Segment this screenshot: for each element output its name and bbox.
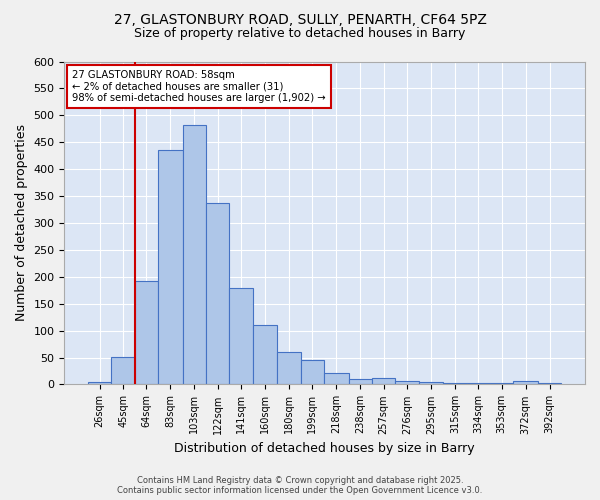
- Bar: [324, 372, 349, 384]
- Bar: [158, 150, 183, 384]
- Bar: [135, 281, 158, 384]
- Bar: [443, 383, 467, 384]
- Bar: [253, 325, 277, 384]
- Bar: [301, 360, 324, 384]
- Text: Size of property relative to detached houses in Barry: Size of property relative to detached ho…: [134, 28, 466, 40]
- Bar: [349, 378, 372, 384]
- Bar: [514, 381, 538, 384]
- Bar: [183, 125, 206, 384]
- Text: Contains HM Land Registry data © Crown copyright and database right 2025.
Contai: Contains HM Land Registry data © Crown c…: [118, 476, 482, 495]
- Bar: [372, 378, 395, 384]
- Bar: [277, 352, 301, 384]
- Bar: [112, 357, 135, 384]
- Bar: [419, 382, 443, 384]
- Text: 27 GLASTONBURY ROAD: 58sqm
← 2% of detached houses are smaller (31)
98% of semi-: 27 GLASTONBURY ROAD: 58sqm ← 2% of detac…: [72, 70, 326, 103]
- Bar: [395, 381, 419, 384]
- Bar: [229, 288, 253, 384]
- X-axis label: Distribution of detached houses by size in Barry: Distribution of detached houses by size …: [175, 442, 475, 455]
- Bar: [88, 382, 112, 384]
- Bar: [206, 202, 229, 384]
- Y-axis label: Number of detached properties: Number of detached properties: [15, 124, 28, 322]
- Text: 27, GLASTONBURY ROAD, SULLY, PENARTH, CF64 5PZ: 27, GLASTONBURY ROAD, SULLY, PENARTH, CF…: [113, 12, 487, 26]
